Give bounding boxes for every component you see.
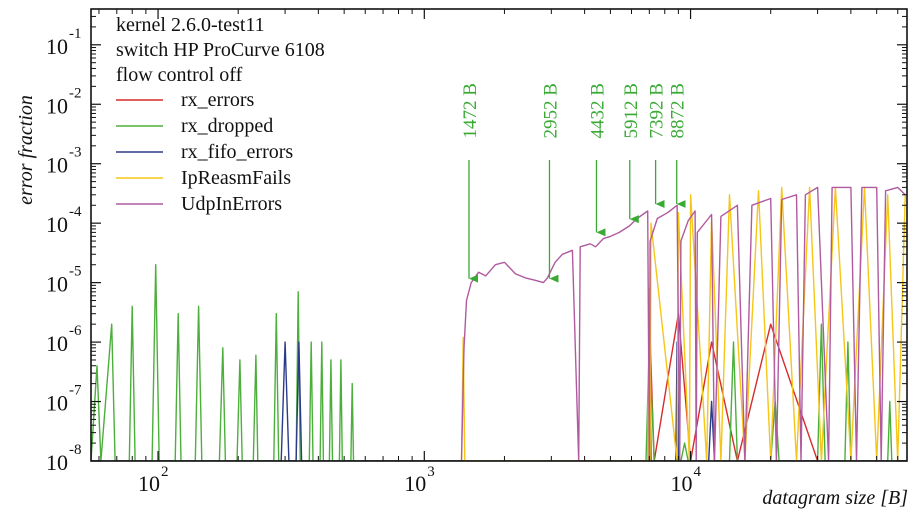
annotation: 4432 B [588, 83, 609, 237]
info-block: kernel 2.6.0-test11 switch HP ProCurve 6… [116, 14, 325, 86]
series-line-rx-dropped [91, 264, 907, 461]
y-tick-label: 10 -8 [46, 442, 82, 475]
legend-label: rx_dropped [181, 115, 273, 137]
y-tick-label: 10 -7 [46, 383, 82, 416]
y-tick-label: 10 -1 [46, 26, 82, 59]
y-tick-label-exponent: -2 [69, 85, 82, 101]
annotation-label: 4432 B [588, 83, 609, 138]
x-tick-label-exponent: 4 [694, 464, 702, 480]
series-line-rx-fifo-errors [91, 323, 907, 461]
legend-label: UdpInErrors [181, 193, 282, 215]
y-tick-label-base: 10 [46, 272, 68, 297]
x-tick-label: 10 4 [671, 464, 702, 496]
y-tick-label-exponent: -1 [69, 26, 82, 42]
y-tick-label: 10 -4 [46, 204, 82, 237]
y-tick-label-base: 10 [46, 331, 68, 356]
annotation: 2952 B [541, 83, 562, 283]
annotation: 7392 B [647, 83, 668, 208]
legend: rx_errors rx_dropped rx_fifo_errors IpReasm… [116, 89, 293, 215]
x-tick-label-base: 10 [671, 471, 693, 496]
series-line-udpinerrors [460, 186, 906, 461]
legend-label: rx_errors [181, 89, 255, 111]
annotation: 1472 B [460, 83, 481, 283]
x-tick-label: 10 3 [404, 464, 435, 496]
y-tick-label-base: 10 [46, 93, 68, 118]
annotation: 8872 B [668, 83, 689, 208]
ticks-layer: 10 -110 -210 -310 -410 -510 -610 -710 -810 2 10 3 10… [46, 8, 907, 496]
info-line-kernel: kernel 2.6.0-test11 [116, 14, 265, 36]
y-tick-label-exponent: -6 [69, 323, 82, 339]
y-tick-label: 10 -2 [46, 85, 82, 118]
y-tick-label-base: 10 [46, 212, 68, 237]
info-line-flow-control: flow control off [116, 64, 243, 86]
info-line-switch: switch HP ProCurve 6108 [116, 39, 325, 61]
y-tick-label: 10 -3 [46, 145, 82, 178]
series-line-ipreasmfails [460, 186, 906, 461]
x-tick-label-exponent: 3 [427, 464, 435, 480]
legend-label: IpReasmFails [181, 167, 291, 189]
y-tick-label: 10 -6 [46, 323, 82, 356]
series-layer [91, 186, 907, 461]
plot-frame [90, 8, 908, 462]
x-axis-title: datagram size [B] [762, 487, 908, 509]
x-tick-label-base: 10 [138, 471, 160, 496]
y-tick-label-base: 10 [46, 450, 68, 475]
annotations-layer: 1472 B 2952 B 4432 B 5912 B 7392 B 8872 B [460, 83, 689, 283]
y-axis-title: error fraction [15, 95, 37, 205]
annotation: 5912 B [621, 83, 642, 224]
annotation-label: 1472 B [460, 83, 481, 138]
y-tick-label-exponent: -7 [69, 383, 82, 399]
annotation-label: 2952 B [541, 83, 562, 138]
y-tick-label-base: 10 [46, 34, 68, 59]
annotation-label: 8872 B [668, 83, 689, 138]
x-tick-label: 10 2 [138, 464, 169, 496]
y-tick-label-base: 10 [46, 391, 68, 416]
y-tick-label-exponent: -3 [69, 145, 82, 161]
y-tick-label-exponent: -4 [69, 204, 82, 220]
x-tick-label-base: 10 [404, 471, 426, 496]
annotation-label: 7392 B [647, 83, 668, 138]
y-tick-label-base: 10 [46, 153, 68, 178]
y-tick-label: 10 -5 [46, 264, 82, 297]
y-tick-label-exponent: -5 [69, 264, 82, 280]
y-tick-label-exponent: -8 [69, 442, 82, 458]
annotation-label: 5912 B [621, 83, 642, 138]
legend-label: rx_fifo_errors [181, 141, 293, 163]
x-tick-label-exponent: 2 [161, 464, 169, 480]
